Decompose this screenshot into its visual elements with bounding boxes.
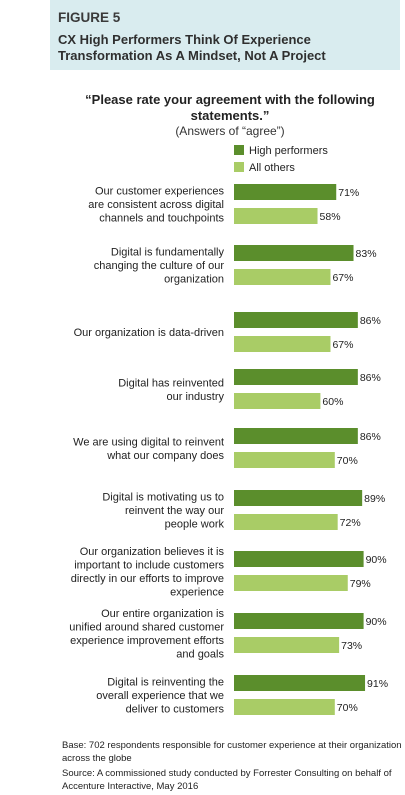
figure-title: CX High Performers Think Of Experience T… bbox=[58, 32, 326, 63]
category-label: directly in our efforts to improve bbox=[71, 573, 224, 585]
category-label: Our entire organization is bbox=[101, 608, 224, 620]
data-label-high-performers: 90% bbox=[366, 554, 387, 566]
category-label: organization bbox=[164, 274, 224, 286]
category-label: overall experience that we bbox=[96, 690, 224, 702]
data-label-high-performers: 90% bbox=[366, 616, 387, 628]
data-label-high-performers: 89% bbox=[364, 493, 385, 505]
bar-all-others bbox=[234, 269, 331, 285]
category-label: what our company does bbox=[106, 450, 224, 462]
data-label-high-performers: 86% bbox=[360, 431, 381, 443]
category-label: reinvent the way our bbox=[125, 505, 224, 517]
data-label-all-others: 60% bbox=[322, 396, 343, 408]
data-label-high-performers: 86% bbox=[360, 315, 381, 327]
data-label-all-others: 79% bbox=[350, 578, 371, 590]
data-label-high-performers: 86% bbox=[360, 372, 381, 384]
category-label: important to include customers bbox=[74, 559, 224, 571]
bar-high-performers bbox=[234, 184, 337, 200]
category-label: and goals bbox=[176, 648, 224, 660]
category-label: people work bbox=[165, 519, 225, 531]
legend-swatch-all-others bbox=[234, 162, 244, 172]
survey-subquestion: (Answers of “agree”) bbox=[175, 124, 285, 138]
bar-high-performers bbox=[234, 675, 366, 691]
bar-high-performers bbox=[234, 551, 364, 567]
bar-high-performers bbox=[234, 245, 354, 261]
data-label-all-others: 67% bbox=[332, 272, 353, 284]
bar-high-performers bbox=[234, 369, 358, 385]
bar-all-others bbox=[234, 208, 318, 224]
category-label: Digital is fundamentally bbox=[111, 247, 225, 259]
data-label-all-others: 67% bbox=[332, 339, 353, 351]
bar-all-others bbox=[234, 393, 321, 409]
figure-label: FIGURE 5 bbox=[58, 10, 121, 25]
bar-all-others bbox=[234, 514, 338, 530]
category-label: Digital is reinventing the bbox=[107, 677, 224, 689]
category-label: deliver to customers bbox=[126, 704, 225, 716]
source-note: Source: A commissioned study conducted b… bbox=[62, 768, 392, 792]
data-label-high-performers: 83% bbox=[356, 248, 377, 260]
data-label-all-others: 73% bbox=[341, 640, 362, 652]
survey-question: “Please rate your agreement with the fol… bbox=[85, 92, 375, 123]
category-label: channels and touchpoints bbox=[99, 213, 224, 225]
category-label: Digital has reinvented bbox=[118, 377, 224, 389]
category-label: changing the culture of our bbox=[94, 260, 225, 272]
category-label: are consistent across digital bbox=[88, 199, 224, 211]
base-note: Base: 702 respondents responsible for cu… bbox=[62, 740, 402, 764]
legend-label-all-others: All others bbox=[249, 162, 295, 174]
bar-all-others bbox=[234, 452, 335, 468]
category-label: experience improvement efforts bbox=[70, 635, 224, 647]
data-label-high-performers: 71% bbox=[338, 187, 359, 199]
category-label: Our organization believes it is bbox=[80, 546, 225, 558]
data-label-all-others: 70% bbox=[337, 455, 358, 467]
category-label: unified around shared customer bbox=[69, 621, 224, 633]
legend-swatch-high-performers bbox=[234, 145, 244, 155]
legend-label-high-performers: High performers bbox=[249, 145, 328, 157]
figure-header bbox=[50, 0, 400, 70]
bar-all-others bbox=[234, 637, 340, 653]
bar-all-others bbox=[234, 575, 348, 591]
bar-high-performers bbox=[234, 312, 358, 328]
category-label: experience bbox=[170, 586, 224, 598]
bar-high-performers bbox=[234, 490, 363, 506]
bar-high-performers bbox=[234, 613, 364, 629]
category-label: Our organization is data-driven bbox=[74, 327, 224, 339]
bar-all-others bbox=[234, 699, 335, 715]
category-label: our industry bbox=[167, 391, 225, 403]
category-label: Digital is motivating us to bbox=[102, 492, 224, 504]
category-label: Our customer experiences bbox=[95, 186, 224, 198]
category-label: We are using digital to reinvent bbox=[73, 436, 224, 448]
bar-all-others bbox=[234, 336, 331, 352]
data-label-all-others: 70% bbox=[337, 702, 358, 714]
data-label-high-performers: 91% bbox=[367, 678, 388, 690]
bar-high-performers bbox=[234, 428, 358, 444]
data-label-all-others: 58% bbox=[320, 211, 341, 223]
data-label-all-others: 72% bbox=[340, 517, 361, 529]
